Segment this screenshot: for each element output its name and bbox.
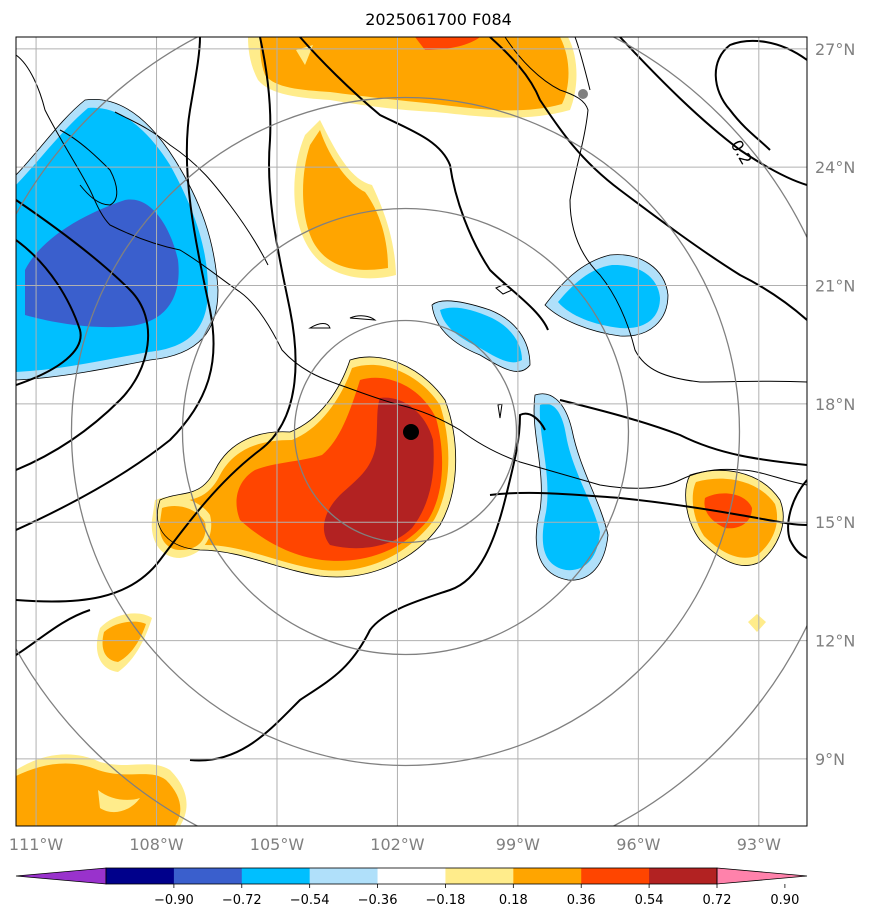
positive-anomaly-tiny <box>748 614 766 632</box>
latitude-labels: 9°N 12°N 15°N 18°N 21°N 24°N 27°N <box>815 40 855 769</box>
lat-tick-label: 9°N <box>815 750 845 769</box>
lon-tick-label: 99°W <box>496 835 540 854</box>
colorbar-outline <box>105 867 718 885</box>
colorbar-segment <box>241 868 311 884</box>
colorbar-tick-label: −0.36 <box>358 893 398 908</box>
lon-tick-label: 111°W <box>9 835 64 854</box>
colorbar-segment <box>173 868 243 884</box>
colorbar-extend-high <box>716 867 808 885</box>
lat-tick-label: 21°N <box>815 277 855 296</box>
colorbar-segment <box>106 868 175 884</box>
positive-anomaly-sw2-core <box>102 621 146 662</box>
positive-anomaly-bottom-left-hole <box>98 790 140 813</box>
positive-anomaly-north-hole <box>296 45 313 65</box>
colorbar-tick-label: 0.72 <box>703 893 732 908</box>
longitude-labels: 111°W 108°W 105°W 102°W 99°W 96°W 93°W <box>9 835 781 854</box>
coastline <box>16 37 807 489</box>
field-outlines <box>16 98 784 581</box>
colorbar-tick-label: 0.54 <box>635 893 664 908</box>
colorbar-segment <box>649 868 718 884</box>
negative-anomaly-mid <box>440 307 522 363</box>
colorbar-tick-label: 0.18 <box>499 893 528 908</box>
colorbar-tick-label: −0.72 <box>222 893 262 908</box>
positive-anomaly-north <box>260 37 569 111</box>
colorbar-segment <box>309 868 379 884</box>
colorbar-extend-low <box>15 867 107 885</box>
map-plot-area: 0.2 <box>16 37 807 826</box>
negative-anomaly-southeast <box>539 403 600 571</box>
lon-tick-label: 105°W <box>250 835 305 854</box>
colorbar: −0.90 −0.72 −0.54 −0.36 −0.18 0.18 0.36 0.54 0.7… <box>15 867 808 908</box>
positive-anomaly-central-north <box>303 130 388 270</box>
colorbar-segment <box>513 868 582 884</box>
colorbar-tick-label: 0.90 <box>770 893 799 908</box>
graticule <box>16 37 807 826</box>
range-ring <box>181 207 630 656</box>
lat-tick-label: 24°N <box>815 158 855 177</box>
contour-lines <box>16 37 807 762</box>
positive-anomaly-east-core <box>704 493 752 529</box>
lon-tick-label: 108°W <box>129 835 184 854</box>
colorbar-tick-label: −0.90 <box>154 893 194 908</box>
range-rings <box>16 37 807 826</box>
colorbar-tick-label: −0.54 <box>290 893 330 908</box>
colorbar-segment <box>445 868 514 884</box>
range-ring <box>70 96 741 767</box>
map-title: 2025061700 F084 <box>365 10 512 29</box>
station-marker <box>578 89 588 99</box>
negative-anomaly-east <box>558 264 660 329</box>
colorbar-segment <box>377 868 446 884</box>
lon-tick-label: 93°W <box>737 835 781 854</box>
range-ring <box>293 319 518 544</box>
colorbar-tick-label: 0.36 <box>567 893 596 908</box>
positive-anomaly-north-core <box>415 37 480 50</box>
lat-tick-label: 18°N <box>815 395 855 414</box>
lat-tick-label: 12°N <box>815 632 855 651</box>
contour-label: 0.2 <box>727 137 756 169</box>
lat-tick-label: 27°N <box>815 40 855 59</box>
lon-tick-label: 102°W <box>370 835 425 854</box>
storm-center-marker <box>403 424 419 440</box>
colorbar-tick-label: −0.18 <box>426 893 466 908</box>
lon-tick-label: 96°W <box>616 835 660 854</box>
lat-tick-label: 15°N <box>815 513 855 532</box>
colorbar-segment <box>581 868 650 884</box>
positive-anomaly-bottom-left <box>16 763 181 826</box>
map-frame <box>15 36 808 827</box>
